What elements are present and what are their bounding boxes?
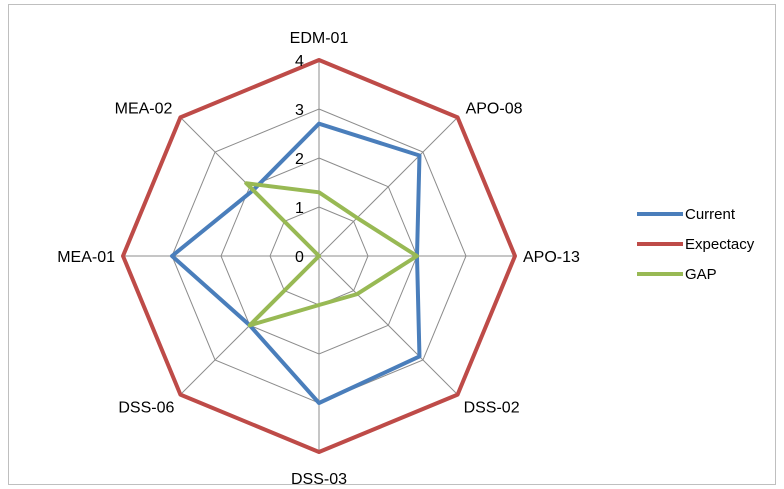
category-label-apo-08: APO-08	[466, 100, 523, 117]
spoke-dss-02	[318, 255, 458, 395]
category-labels: EDM-01 APO-08 APO-13 DSS-02 DSS-03 DSS-06 MEA-…	[57, 30, 580, 488]
legend-label-gap: GAP	[685, 266, 717, 283]
category-label-dss-06: DSS-06	[118, 400, 174, 417]
legend: Current Expectacy GAP	[637, 206, 755, 283]
series-layer	[121, 58, 517, 454]
category-label-dss-03: DSS-03	[291, 471, 347, 488]
tick-labels: 0 1 2 3 4	[295, 53, 304, 266]
tick-label-2: 2	[295, 151, 304, 168]
category-label-mea-02: MEA-02	[115, 100, 173, 117]
category-label-edm-01: EDM-01	[290, 30, 349, 47]
tick-label-4: 4	[295, 53, 304, 70]
series-expectacy-line	[121, 58, 517, 454]
category-label-dss-02: DSS-02	[464, 400, 520, 417]
series-gap-line	[244, 181, 419, 328]
category-label-mea-01: MEA-01	[57, 249, 115, 266]
category-label-apo-13: APO-13	[523, 249, 580, 266]
legend-label-expectacy: Expectacy	[685, 236, 755, 253]
tick-label-0: 0	[295, 249, 304, 266]
legend-label-current: Current	[685, 206, 736, 223]
tick-label-1: 1	[295, 200, 304, 217]
spoke-apo-08	[318, 117, 458, 257]
series-current-line	[170, 121, 422, 405]
tick-label-3: 3	[295, 102, 304, 119]
